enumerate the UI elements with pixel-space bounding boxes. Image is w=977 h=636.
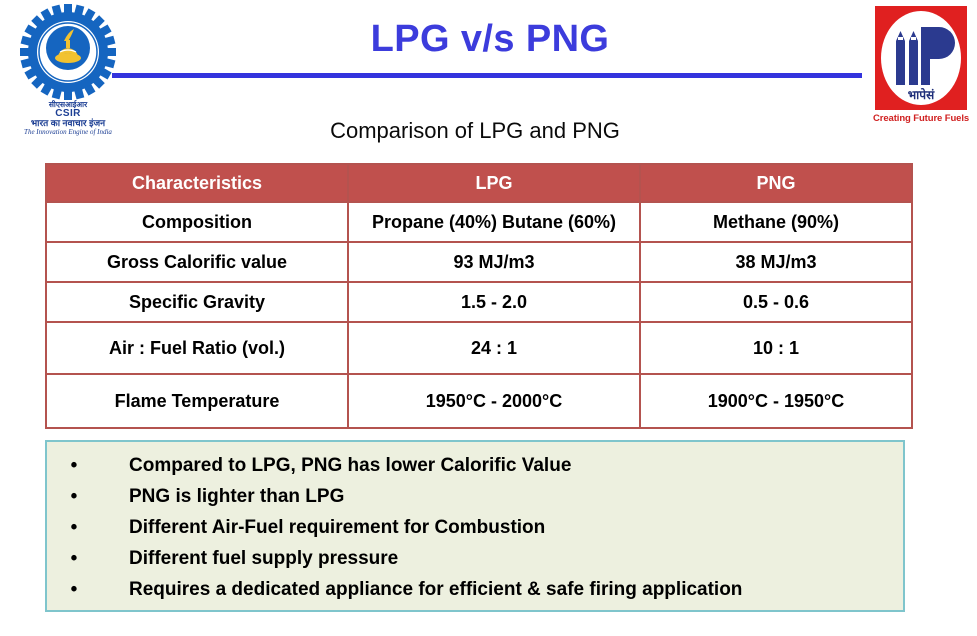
table-row: Specific Gravity 1.5 - 2.0 0.5 - 0.6 — [45, 281, 913, 323]
table-row: Gross Calorific value 93 MJ/m3 38 MJ/m3 — [45, 241, 913, 283]
iip-hindi-label: भापेसं — [907, 88, 935, 102]
list-item-label: Different fuel supply pressure — [129, 548, 399, 569]
column-header-png: PNG — [639, 163, 913, 203]
page-title: LPG v/s PNG — [370, 18, 610, 60]
iip-logo: भापेसं Creating Future Fuels — [873, 6, 969, 130]
slide-header: सीएसआईआर CSIR भारत का नवाचार इंजन The In… — [0, 0, 977, 140]
key-points-list: • Compared to LPG, PNG has lower Calorif… — [47, 442, 903, 611]
bullet-icon: • — [70, 486, 78, 507]
iip-logo-mark-icon: भापेसं — [875, 6, 967, 110]
cell-characteristic: Air : Fuel Ratio (vol.) — [45, 321, 349, 375]
csir-logo: सीएसआईआर CSIR भारत का नवाचार इंजन The In… — [12, 4, 124, 136]
list-item: • PNG is lighter than LPG — [47, 487, 903, 518]
cell-lpg: 1950°C - 2000°C — [347, 373, 641, 429]
cell-png: Methane (90%) — [639, 201, 913, 243]
bullet-icon: • — [70, 579, 78, 600]
cell-characteristic: Gross Calorific value — [45, 241, 349, 283]
section-subtitle: Comparison of LPG and PNG — [330, 118, 620, 143]
comparison-table: Characteristics LPG PNG Composition Prop… — [45, 163, 913, 429]
cell-lpg: 1.5 - 2.0 — [347, 281, 641, 323]
cell-png: 1900°C - 1950°C — [639, 373, 913, 429]
cell-png: 38 MJ/m3 — [639, 241, 913, 283]
list-item-label: Requires a dedicated appliance for effic… — [129, 579, 743, 600]
list-item-label: Different Air-Fuel requirement for Combu… — [129, 517, 546, 538]
cell-png: 0.5 - 0.6 — [639, 281, 913, 323]
key-points-box: • Compared to LPG, PNG has lower Calorif… — [45, 440, 905, 612]
list-item-label: PNG is lighter than LPG — [129, 486, 345, 507]
csir-emblem-icon — [20, 4, 116, 100]
table-row: Air : Fuel Ratio (vol.) 24 : 1 10 : 1 — [45, 321, 913, 375]
cell-png: 10 : 1 — [639, 321, 913, 375]
bullet-icon: • — [70, 548, 78, 569]
cell-lpg: 24 : 1 — [347, 321, 641, 375]
table-header-row: Characteristics LPG PNG — [45, 163, 913, 203]
bullet-icon: • — [70, 455, 78, 476]
bullet-icon: • — [70, 517, 78, 538]
column-header-characteristics: Characteristics — [45, 163, 349, 203]
table-row: Composition Propane (40%) Butane (60%) M… — [45, 201, 913, 243]
table-header: Characteristics LPG PNG — [45, 163, 913, 203]
csir-english-tagline: The Innovation Engine of India — [24, 127, 112, 136]
cell-lpg: 93 MJ/m3 — [347, 241, 641, 283]
title-divider — [112, 73, 862, 78]
table-body: Composition Propane (40%) Butane (60%) M… — [45, 201, 913, 429]
table-row: Flame Temperature 1950°C - 2000°C 1900°C… — [45, 373, 913, 429]
csir-abbr: CSIR — [55, 107, 81, 119]
cell-lpg: Propane (40%) Butane (60%) — [347, 201, 641, 243]
csir-hindi-abbr: सीएसआईआर — [48, 100, 88, 109]
cell-characteristic: Composition — [45, 201, 349, 243]
iip-tagline: Creating Future Fuels — [873, 113, 970, 124]
cell-characteristic: Flame Temperature — [45, 373, 349, 429]
list-item: • Compared to LPG, PNG has lower Calorif… — [47, 456, 903, 487]
csir-hindi-tagline: भारत का नवाचार इंजन — [30, 117, 106, 128]
list-item: • Requires a dedicated appliance for eff… — [47, 580, 903, 611]
cell-characteristic: Specific Gravity — [45, 281, 349, 323]
column-header-lpg: LPG — [347, 163, 641, 203]
list-item-label: Compared to LPG, PNG has lower Calorific… — [129, 455, 572, 476]
list-item: • Different fuel supply pressure — [47, 549, 903, 580]
list-item: • Different Air-Fuel requirement for Com… — [47, 518, 903, 549]
